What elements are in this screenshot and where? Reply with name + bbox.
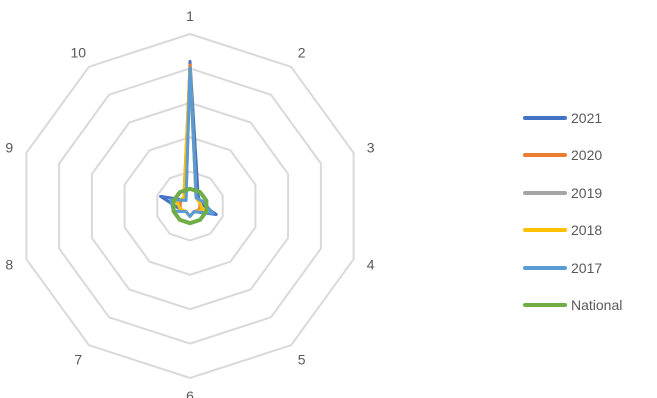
axis-label-7: 7 xyxy=(74,352,82,368)
radar-grid xyxy=(25,32,355,380)
legend-swatch xyxy=(523,265,567,270)
legend-label: 2021 xyxy=(571,109,603,126)
grid-ring-3 xyxy=(90,101,290,311)
legend-swatch xyxy=(523,228,567,233)
legend-swatch xyxy=(523,190,567,195)
grid-ring-4 xyxy=(58,67,322,345)
legend-item-2020: 2020 xyxy=(523,137,622,175)
legend-item-2017: 2017 xyxy=(523,249,622,287)
legend: 2021 2020 2019 2018 2017 National xyxy=(523,99,622,324)
legend-label: 2020 xyxy=(571,147,603,164)
legend-swatch xyxy=(523,303,567,308)
legend-swatch xyxy=(523,153,567,158)
legend-item-2018: 2018 xyxy=(523,212,622,250)
legend-item-2019: 2019 xyxy=(523,174,622,212)
legend-label: 2017 xyxy=(571,259,603,276)
legend-label: National xyxy=(571,297,623,314)
grid-ring-2 xyxy=(123,136,257,276)
legend-item-2021: 2021 xyxy=(523,99,622,137)
series-line-national xyxy=(171,186,209,226)
axis-label-3: 3 xyxy=(367,139,375,155)
legend-swatch xyxy=(523,115,567,120)
legend-item-national: National xyxy=(523,287,622,325)
axis-label-8: 8 xyxy=(5,257,13,273)
radar-series xyxy=(159,60,218,226)
axis-label-5: 5 xyxy=(298,352,306,368)
axis-label-9: 9 xyxy=(5,139,13,155)
axis-labels: 1 2 3 4 5 6 7 8 9 10 xyxy=(5,8,374,398)
grid-ring-5 xyxy=(25,32,355,380)
axis-label-2: 2 xyxy=(298,44,306,60)
axis-label-10: 10 xyxy=(71,44,87,60)
grid-ring-1 xyxy=(156,170,224,242)
axis-label-4: 4 xyxy=(367,257,375,273)
legend-label: 2018 xyxy=(571,222,603,239)
axis-label-6: 6 xyxy=(186,388,194,398)
axis-label-1: 1 xyxy=(186,8,194,24)
legend-label: 2019 xyxy=(571,184,603,201)
